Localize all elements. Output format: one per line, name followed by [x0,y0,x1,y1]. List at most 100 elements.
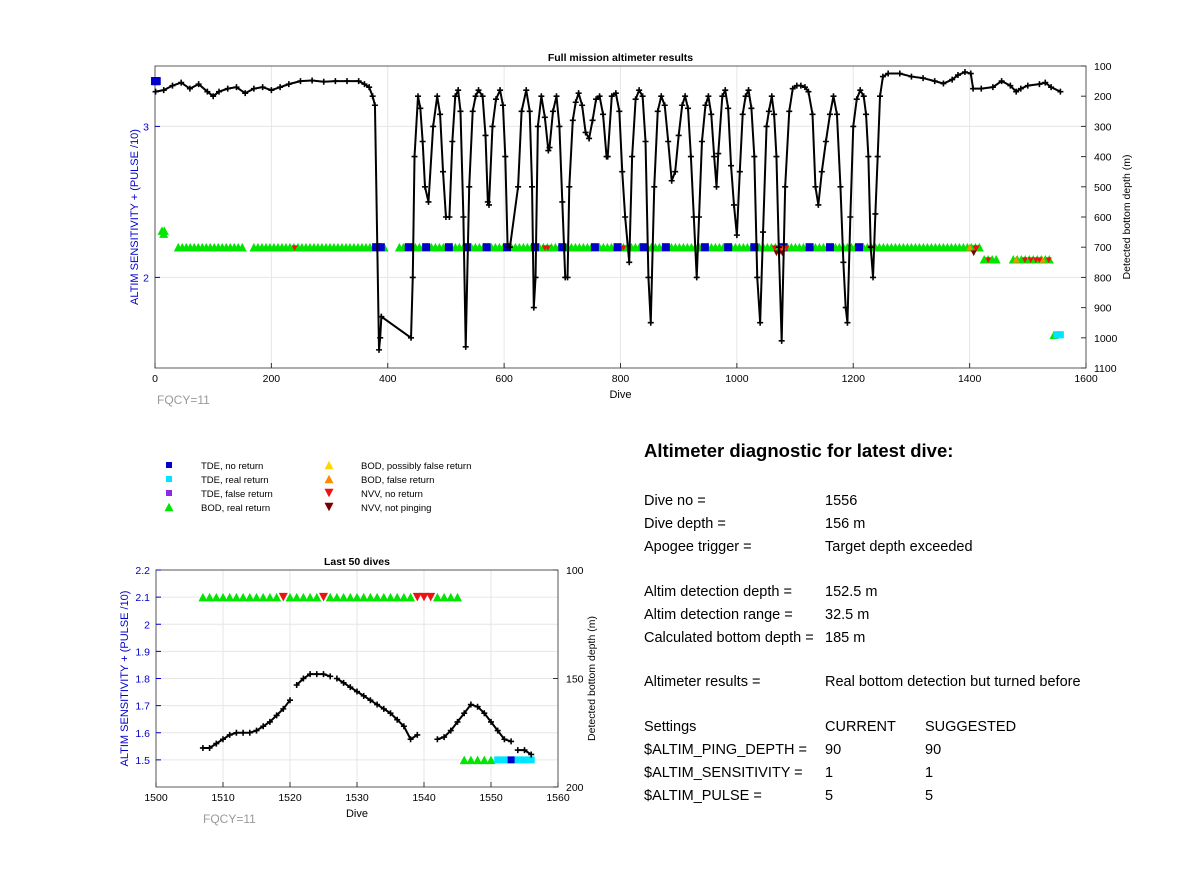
legend-marker-square [166,490,172,496]
full-depth-marker [497,87,504,94]
full-y2tick-label: 400 [1094,152,1112,164]
full-nvv-no-return [1027,257,1034,264]
full-depth-marker [636,87,643,94]
full-depth-marker [430,123,437,130]
full-depth-marker [250,85,257,92]
last50-depth-marker [320,671,327,678]
full-depth-marker [529,183,536,190]
full-depth-marker [739,111,746,118]
full-depth-marker [782,183,789,190]
last50-y2label: Detected bottom depth (m) [586,616,598,741]
last50-depth-marker [240,729,247,736]
calc-bottom-value: 185 m [825,630,866,646]
last50-nvv-no-return [278,592,288,602]
full-depth-marker [569,117,576,124]
full-depth-marker [822,138,829,145]
full-depth-marker [559,198,566,205]
full-depth-marker [765,108,772,115]
full-depth-marker [186,85,193,92]
last50-bod-real-return [332,592,342,602]
dive-depth-value: 156 m [825,516,866,532]
full-tde-no-return [700,243,709,252]
diagnostic-title: Altimeter diagnostic for latest dive: [644,440,954,461]
full-depth-line [155,70,1061,350]
last50-depth-marker [307,671,314,678]
full-depth-marker [466,183,473,190]
full-depth-marker [1042,79,1049,86]
last50-bod-real-return [459,755,469,765]
full-depth-marker [178,79,185,86]
legend-marker-square [166,462,172,468]
full-depth-marker [651,183,658,190]
full-depth-marker [515,183,522,190]
full-depth-marker [332,78,339,85]
last50-bod-real-return [406,592,416,602]
full-depth-marker [830,93,837,100]
last50-depth-marker [233,729,240,736]
full-depth-marker [725,105,732,112]
ping-depth-suggested: 90 [925,742,942,758]
full-depth-marker [572,99,579,106]
altim-range-label: Altim detection range = [644,607,793,623]
full-xtick-label: 400 [379,373,397,385]
full-depth-marker [672,168,679,175]
last50-bod-real-return [399,592,409,602]
last50-xtick-label: 1540 [412,792,436,804]
last50-depth-marker [266,718,273,725]
full-depth-marker [775,244,782,251]
last50-bod-real-return [479,755,489,765]
full-depth-marker [954,72,961,79]
full-depth-marker [949,76,956,83]
full-depth-marker [1048,84,1055,91]
last50-depth-marker [394,716,401,723]
current-label: CURRENT [825,719,896,735]
full-bod-real-return [159,226,169,235]
last50-bod-real-return [298,592,308,602]
last50-nvv-no-return [412,592,422,602]
calc-bottom-label: Calculated bottom depth = [644,630,814,646]
last50-ytick-label: 2 [144,619,150,631]
pulse-label: $ALTIM_PULSE = [644,788,762,804]
full-depth-marker [408,334,415,341]
last50-depth-marker [387,710,394,717]
last50-xlabel: Dive [346,808,368,820]
full-depth-marker [437,111,444,118]
full-xtick-label: 200 [263,373,281,385]
full-depth-marker [629,153,636,160]
full-depth-marker [998,78,1005,85]
full-depth-marker [593,96,600,103]
last50-depth-marker [380,705,387,712]
full-depth-marker [815,201,822,208]
last50-xtick-label: 1550 [479,792,503,804]
last50-bod-real-return [265,592,275,602]
last50-depth-marker [206,744,213,751]
full-y2tick-label: 600 [1094,212,1112,224]
legend-label: NVV, not pinging [361,503,431,514]
last50-tde-real-return [521,756,528,764]
last50-xtick-label: 1520 [278,792,302,804]
full-depth-marker [268,87,275,94]
full-depth-marker [833,111,840,118]
full-depth-marker [867,244,874,251]
full-depth-marker [931,78,938,85]
last50-bod-real-return [352,592,362,602]
legend-marker-triangle [164,502,174,512]
full-ytick-label: 3 [143,121,149,133]
full-depth-marker [457,108,464,115]
full-depth-marker [885,70,892,77]
legend-label: TDE, no return [201,461,263,472]
last50-bod-real-return [359,592,369,602]
full-depth-marker [377,334,384,341]
full-y2tick-label: 200 [1094,91,1112,103]
full-depth-marker [705,93,712,100]
full-depth-marker [679,102,686,109]
full-depth-marker [485,201,492,208]
altim-depth-value: 152.5 m [825,584,878,600]
last50-bod-real-return [211,592,221,602]
full-depth-marker [608,93,615,100]
full-depth-marker [502,153,509,160]
full-depth-marker [842,304,849,311]
full-depth-marker [216,88,223,95]
full-xtick-label: 600 [495,373,513,385]
last50-bod-real-return [258,592,268,602]
